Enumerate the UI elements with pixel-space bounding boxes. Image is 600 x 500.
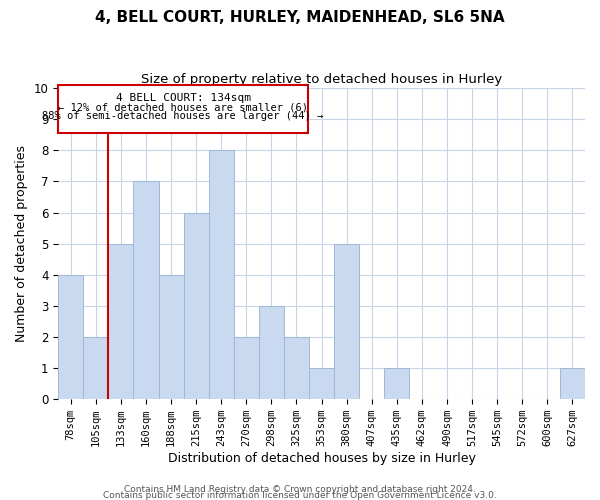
X-axis label: Distribution of detached houses by size in Hurley: Distribution of detached houses by size … [167,452,476,465]
Bar [209,150,234,399]
Bar [58,275,83,399]
Text: 4, BELL COURT, HURLEY, MAIDENHEAD, SL6 5NA: 4, BELL COURT, HURLEY, MAIDENHEAD, SL6 5… [95,10,505,25]
Bar [83,337,109,399]
Title: Size of property relative to detached houses in Hurley: Size of property relative to detached ho… [141,72,502,86]
Bar [384,368,409,399]
Bar [560,368,585,399]
Bar [184,212,209,399]
Bar [334,244,359,399]
Bar [234,337,259,399]
Text: ← 12% of detached houses are smaller (6): ← 12% of detached houses are smaller (6) [58,102,308,112]
FancyBboxPatch shape [58,85,308,133]
Y-axis label: Number of detached properties: Number of detached properties [15,145,28,342]
Text: 88% of semi-detached houses are larger (44) →: 88% of semi-detached houses are larger (… [43,112,323,122]
Bar [133,182,158,399]
Bar [109,244,133,399]
Bar [284,337,309,399]
Text: Contains HM Land Registry data © Crown copyright and database right 2024.: Contains HM Land Registry data © Crown c… [124,485,476,494]
Text: 4 BELL COURT: 134sqm: 4 BELL COURT: 134sqm [116,92,251,102]
Bar [259,306,284,399]
Bar [309,368,334,399]
Bar [158,275,184,399]
Text: Contains public sector information licensed under the Open Government Licence v3: Contains public sector information licen… [103,490,497,500]
